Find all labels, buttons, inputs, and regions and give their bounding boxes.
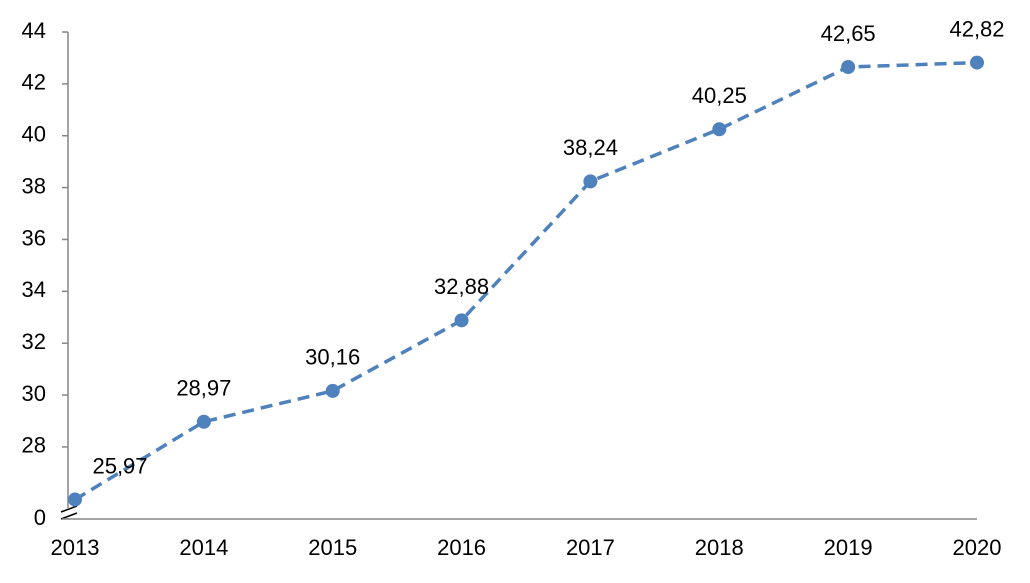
point xyxy=(454,313,469,328)
y-tick-label: 34 xyxy=(22,277,46,302)
data-label: 38,24 xyxy=(563,135,618,160)
data-label: 40,25 xyxy=(692,83,747,108)
axis-break xyxy=(60,505,78,513)
data-label: 28,97 xyxy=(176,376,231,401)
point xyxy=(583,174,598,189)
line xyxy=(74,60,978,502)
x-tick-label: 2020 xyxy=(953,535,1002,560)
point xyxy=(68,492,82,507)
data-label: 30,16 xyxy=(305,345,360,370)
x-tick-label: 2013 xyxy=(51,535,100,560)
y-tick-label: 40 xyxy=(22,122,46,147)
point xyxy=(325,383,340,398)
y-tick-label: 44 xyxy=(22,18,46,43)
x-tick-label: 2017 xyxy=(566,535,615,560)
y-tick-label: 42 xyxy=(22,70,46,95)
x-tick-label: 2016 xyxy=(437,535,486,560)
y-tick-label: 30 xyxy=(22,381,46,406)
data-label: 42,82 xyxy=(949,16,1004,41)
x-tick-label: 2014 xyxy=(179,535,228,560)
y-tick-label: 36 xyxy=(22,225,46,250)
axis-break xyxy=(60,512,78,520)
y-tick-label: 0 xyxy=(34,505,46,530)
y-tick-label: 28 xyxy=(22,433,46,458)
data-label: 32,88 xyxy=(434,274,489,299)
data-label: 25,97 xyxy=(92,453,147,478)
point xyxy=(970,55,984,70)
data-label: 42,65 xyxy=(821,21,876,46)
x-tick-label: 2018 xyxy=(695,535,744,560)
point xyxy=(841,60,856,75)
x-tick-label: 2019 xyxy=(824,535,873,560)
y-tick-label: 38 xyxy=(22,173,46,198)
x-tick-label: 2015 xyxy=(308,535,357,560)
point xyxy=(196,414,211,429)
y-tick-label: 32 xyxy=(22,329,46,354)
point xyxy=(712,122,727,137)
axis-break-gap xyxy=(63,508,75,518)
